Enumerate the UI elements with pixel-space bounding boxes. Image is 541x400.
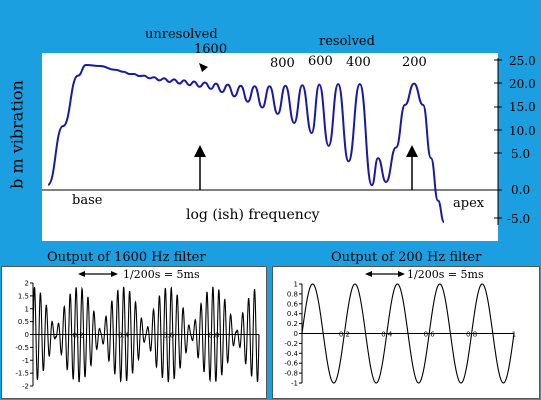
waveform bbox=[32, 286, 260, 383]
y-tick-label: 2 bbox=[25, 280, 29, 288]
x-tick-label: 0.2 bbox=[73, 332, 84, 340]
label-1600: 1600 bbox=[194, 42, 228, 57]
y-tick-label: 0 bbox=[25, 331, 29, 339]
pointer-1600 bbox=[199, 63, 208, 72]
tick-0: 0.0 bbox=[511, 183, 531, 197]
period-arrow-head-right bbox=[398, 271, 405, 277]
tick-15: 15.0 bbox=[509, 100, 536, 114]
right-axis-ticks bbox=[494, 59, 502, 219]
apex-label: apex bbox=[453, 196, 485, 211]
period-arrow-head-right bbox=[111, 271, 118, 277]
tick-5: 5.0 bbox=[511, 147, 531, 161]
right-output-plot: 10.80.60.40.20-0.2-0.4-0.6-0.8-10.2 0.4 0.… bbox=[284, 271, 516, 388]
label-600: 600 bbox=[308, 54, 333, 69]
base-label: base bbox=[72, 193, 103, 208]
tick-25: 25.0 bbox=[509, 54, 536, 68]
y-tick-label: -1.5 bbox=[15, 370, 29, 378]
y-tick-label: 0.6 bbox=[287, 300, 299, 308]
y-tick-label: 0.8 bbox=[287, 290, 298, 298]
period-arrow-head-left bbox=[365, 271, 372, 277]
tick-10: 10.0 bbox=[509, 124, 536, 138]
left-panel-title: Output of 1600 Hz filter bbox=[47, 250, 206, 265]
label-unresolved: unresolved bbox=[145, 27, 218, 42]
y-tick-label: -0.4 bbox=[284, 350, 298, 358]
y-tick-label: -0.5 bbox=[15, 344, 29, 352]
y-tick-label: 0 bbox=[294, 330, 298, 338]
bm-vibration-curve bbox=[47, 63, 445, 223]
arrow-unresolved bbox=[194, 145, 206, 190]
period-arrow-head-left bbox=[78, 271, 85, 277]
right-period-label: 1/200s = 5ms bbox=[407, 268, 484, 281]
arrow-resolved bbox=[406, 145, 418, 190]
left-period-label: 1/200s = 5ms bbox=[123, 268, 200, 281]
label-400: 400 bbox=[346, 55, 371, 70]
y-tick-label: 0.2 bbox=[287, 320, 298, 328]
x-tick-label: 0.8 bbox=[208, 332, 219, 340]
tick-neg5: -5.0 bbox=[507, 212, 531, 226]
y-tick-label: -1 bbox=[22, 357, 29, 365]
y-tick-label: 0.5 bbox=[18, 318, 29, 326]
right-output-panel bbox=[272, 266, 540, 399]
label-resolved: resolved bbox=[319, 34, 375, 49]
y-axis-label: b m vibration bbox=[7, 80, 27, 189]
label-200: 200 bbox=[402, 55, 427, 70]
label-800: 800 bbox=[270, 56, 295, 71]
bm-panel bbox=[42, 53, 498, 241]
tick-20: 20.0 bbox=[509, 77, 536, 91]
y-tick-label: -2 bbox=[22, 383, 29, 391]
right-panel-title: Output of 200 Hz filter bbox=[331, 250, 482, 265]
waveform bbox=[301, 283, 515, 384]
left-output-plot: 2 1.5 1 0.5 0 -0.5 -1 -1.5 -2 0.2 0.4 0.6 0.8 bbox=[15, 271, 260, 391]
y-tick-label: -0.8 bbox=[284, 370, 298, 378]
x-axis-label: log (ish) frequency bbox=[186, 207, 320, 223]
y-tick-label: 0.4 bbox=[287, 310, 299, 318]
y-tick-label: 1.5 bbox=[18, 292, 29, 300]
x-tick-label: 0.4 bbox=[118, 332, 130, 340]
y-tick-label: 1 bbox=[25, 305, 29, 313]
x-tick-label: 0.6 bbox=[163, 332, 175, 340]
y-tick-label: 1 bbox=[294, 281, 298, 289]
y-tick-label: -0.6 bbox=[284, 360, 298, 368]
y-tick-label: -0.2 bbox=[284, 340, 298, 348]
y-tick-label: -1 bbox=[291, 380, 298, 388]
